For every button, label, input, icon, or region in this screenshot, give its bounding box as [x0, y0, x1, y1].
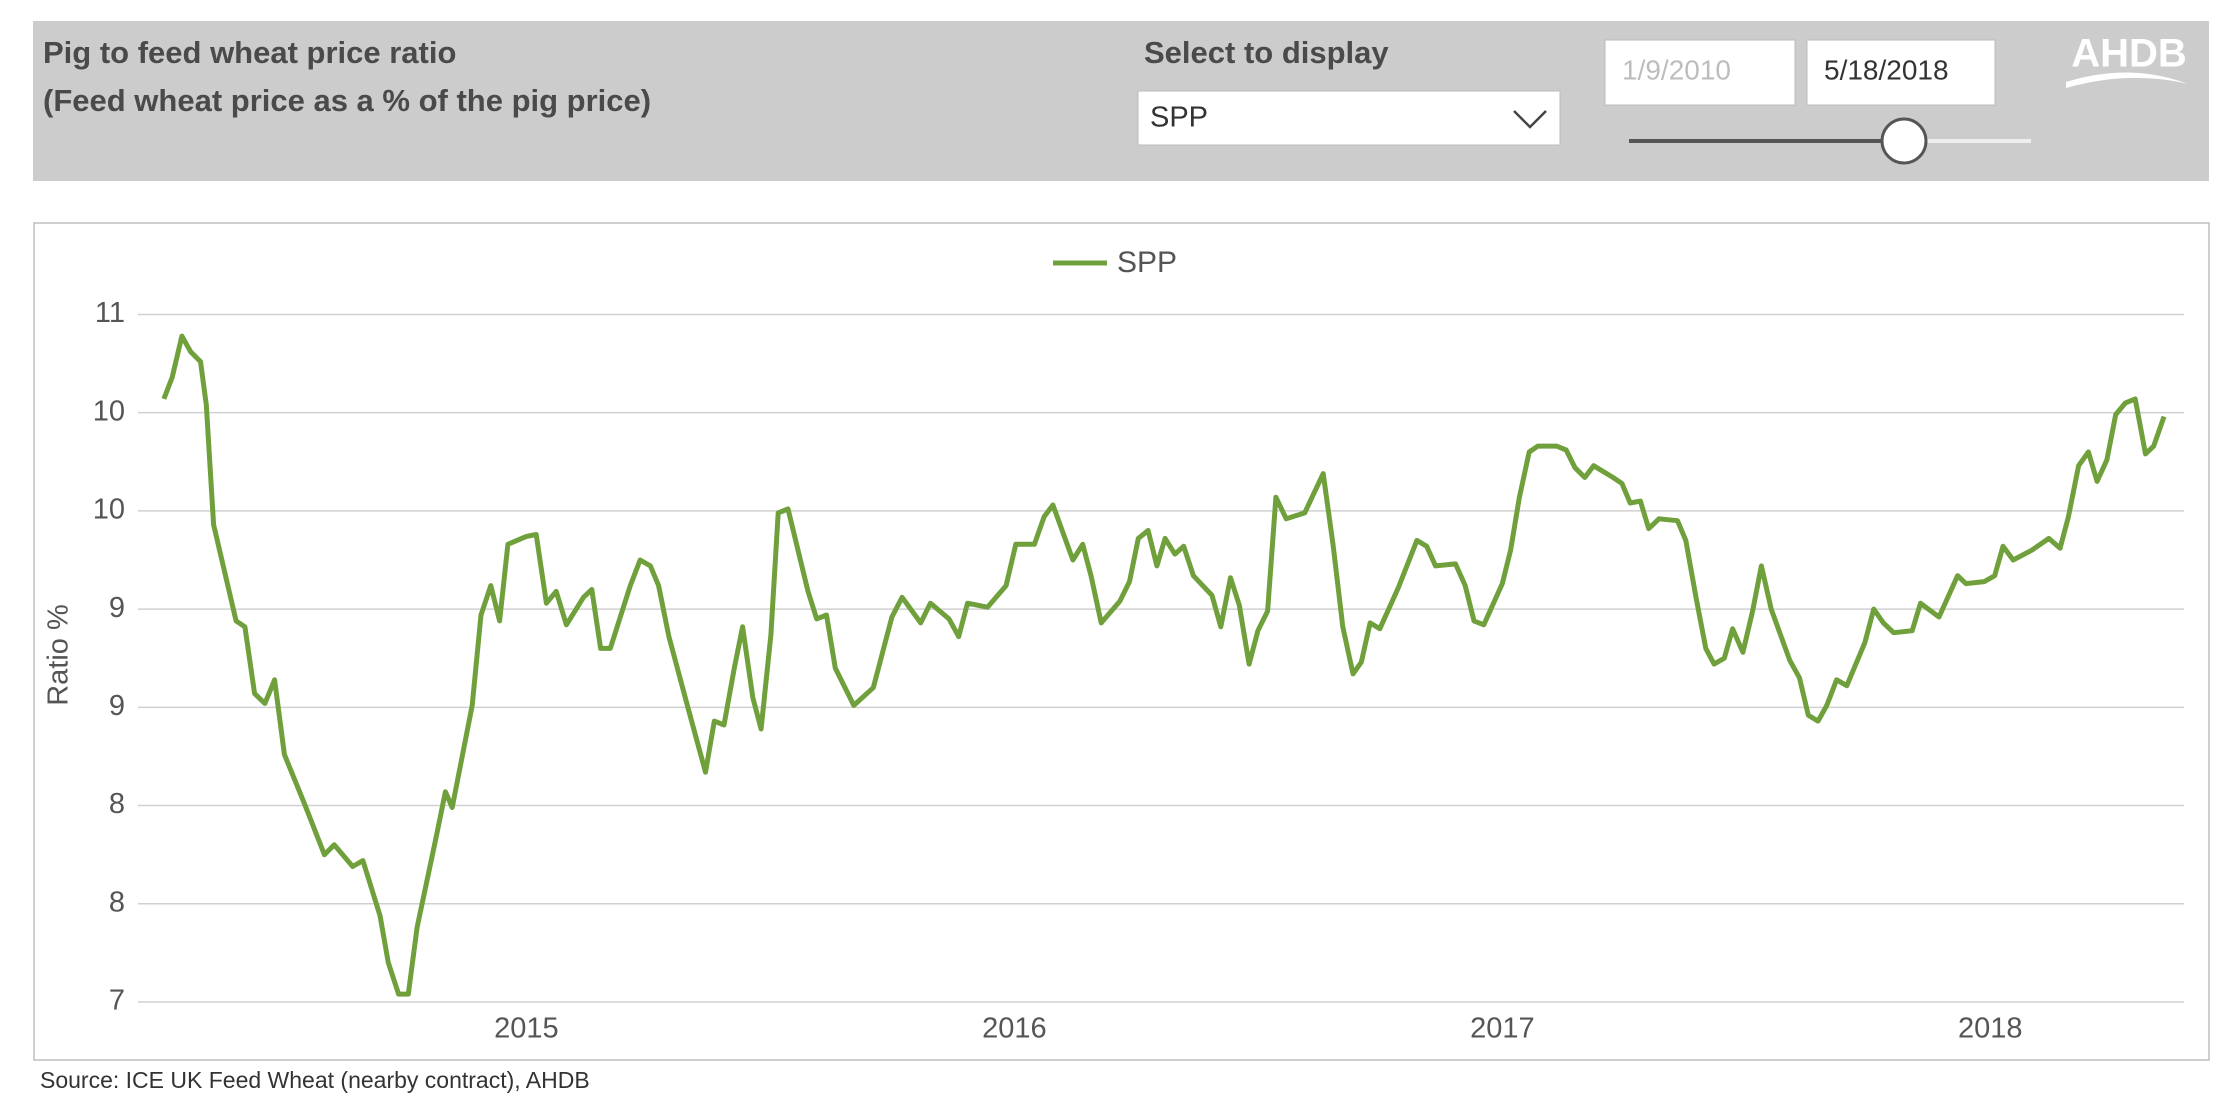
source: Source: ICE UK Feed Wheat (nearby contra… [40, 1067, 590, 1093]
logo: AHDB [2071, 32, 2187, 76]
y-axis-label: Ratio % [43, 604, 75, 706]
select-label: Select to display [1144, 35, 1389, 70]
subtitle: (Feed wheat price as a % of the pig pric… [43, 83, 651, 118]
x-tick-label: 2016 [982, 1013, 1047, 1045]
chart-frame [33, 222, 2210, 1061]
y-tick-label: 11 [95, 297, 125, 329]
dropdown-value[interactable]: SPP [1150, 102, 1208, 134]
dropdown[interactable]: SPP [1137, 90, 1561, 146]
start-date-box[interactable] [1604, 39, 1796, 106]
x-tick-label: 2017 [1470, 1013, 1535, 1045]
x-tick-label: 2015 [494, 1013, 559, 1045]
data-line [161, 333, 2167, 997]
dropdown-box[interactable] [1137, 90, 1561, 146]
dropdown-arrow[interactable] [1513, 110, 1547, 129]
y-tick-label: 8 [109, 788, 125, 820]
end-date[interactable]: 5/18/2018 [1824, 54, 1949, 85]
slider-knob[interactable] [1880, 117, 1928, 165]
legend-label: SPP [1117, 246, 1177, 279]
y-tick-label: 7 [109, 985, 125, 1017]
x-tick-label: 2018 [1958, 1013, 2023, 1045]
y-tick-label: 9 [109, 690, 125, 722]
start-date[interactable]: 1/9/2010 [1622, 54, 1731, 85]
y-tick-label: 10 [93, 494, 125, 526]
logo-swoosh [2066, 72, 2188, 88]
y-tick-label: 10 [93, 395, 125, 427]
title: Pig to feed wheat price ratio [43, 35, 456, 70]
y-tick-label: 9 [109, 592, 125, 624]
end-date-box[interactable] [1806, 39, 1996, 106]
y-tick-label: 8 [109, 886, 125, 918]
